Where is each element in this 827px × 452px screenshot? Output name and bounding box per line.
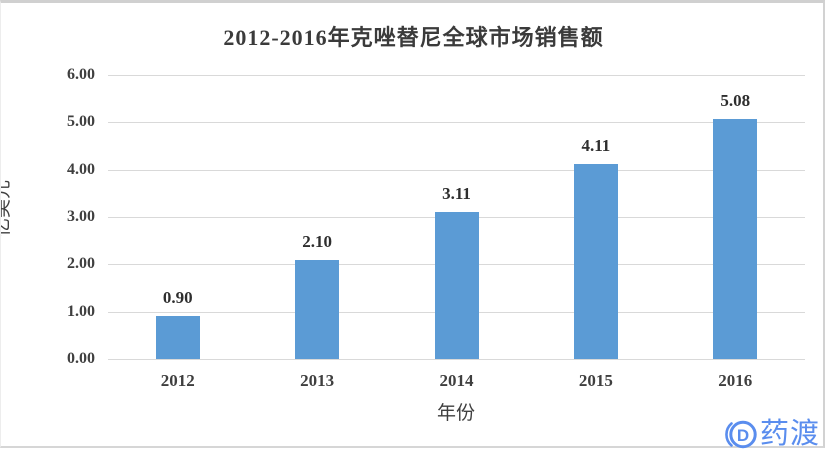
x-tick-label: 2016 bbox=[718, 371, 753, 390]
x-tick-label: 2012 bbox=[160, 371, 195, 390]
x-axis-title: 年份 bbox=[436, 403, 475, 424]
y-tick-label: 2.00 bbox=[67, 255, 95, 273]
gridline bbox=[108, 169, 805, 171]
bar bbox=[295, 259, 340, 359]
bar bbox=[573, 164, 618, 359]
x-tick-label: 2014 bbox=[439, 371, 474, 390]
chart-title: 2012-2016年克唑替尼全球市场销售额 bbox=[223, 25, 604, 50]
y-tick-label: 0.00 bbox=[67, 350, 95, 367]
x-tick-label: 2013 bbox=[300, 371, 335, 390]
y-tick-label: 5.00 bbox=[67, 113, 95, 131]
y-tick-label: 3.00 bbox=[67, 208, 95, 225]
y-tick-label: 1.00 bbox=[67, 302, 95, 320]
bar-value-label: 0.90 bbox=[162, 288, 193, 308]
y-axis-title: 亿美元 bbox=[0, 179, 13, 237]
bar-value-label: 4.11 bbox=[581, 136, 611, 156]
watermark-text: 药渡 bbox=[759, 418, 820, 450]
watermark: D 药渡 bbox=[722, 417, 820, 451]
x-tick-label: 2015 bbox=[578, 371, 613, 390]
y-tick-label: 4.00 bbox=[67, 160, 95, 178]
y-tick-label: 6.00 bbox=[67, 66, 95, 83]
gridline bbox=[108, 75, 805, 76]
bar bbox=[713, 118, 758, 359]
svg-text:D: D bbox=[737, 426, 749, 445]
pharmacodia-circle-d-icon: D bbox=[725, 420, 757, 449]
gridline bbox=[108, 359, 805, 360]
gridline bbox=[108, 122, 805, 124]
bar-value-label: 3.11 bbox=[442, 183, 471, 203]
bar-value-label: 5.08 bbox=[720, 90, 751, 110]
bar bbox=[434, 211, 479, 359]
bar-value-label: 2.10 bbox=[302, 231, 332, 251]
bar bbox=[155, 316, 200, 359]
